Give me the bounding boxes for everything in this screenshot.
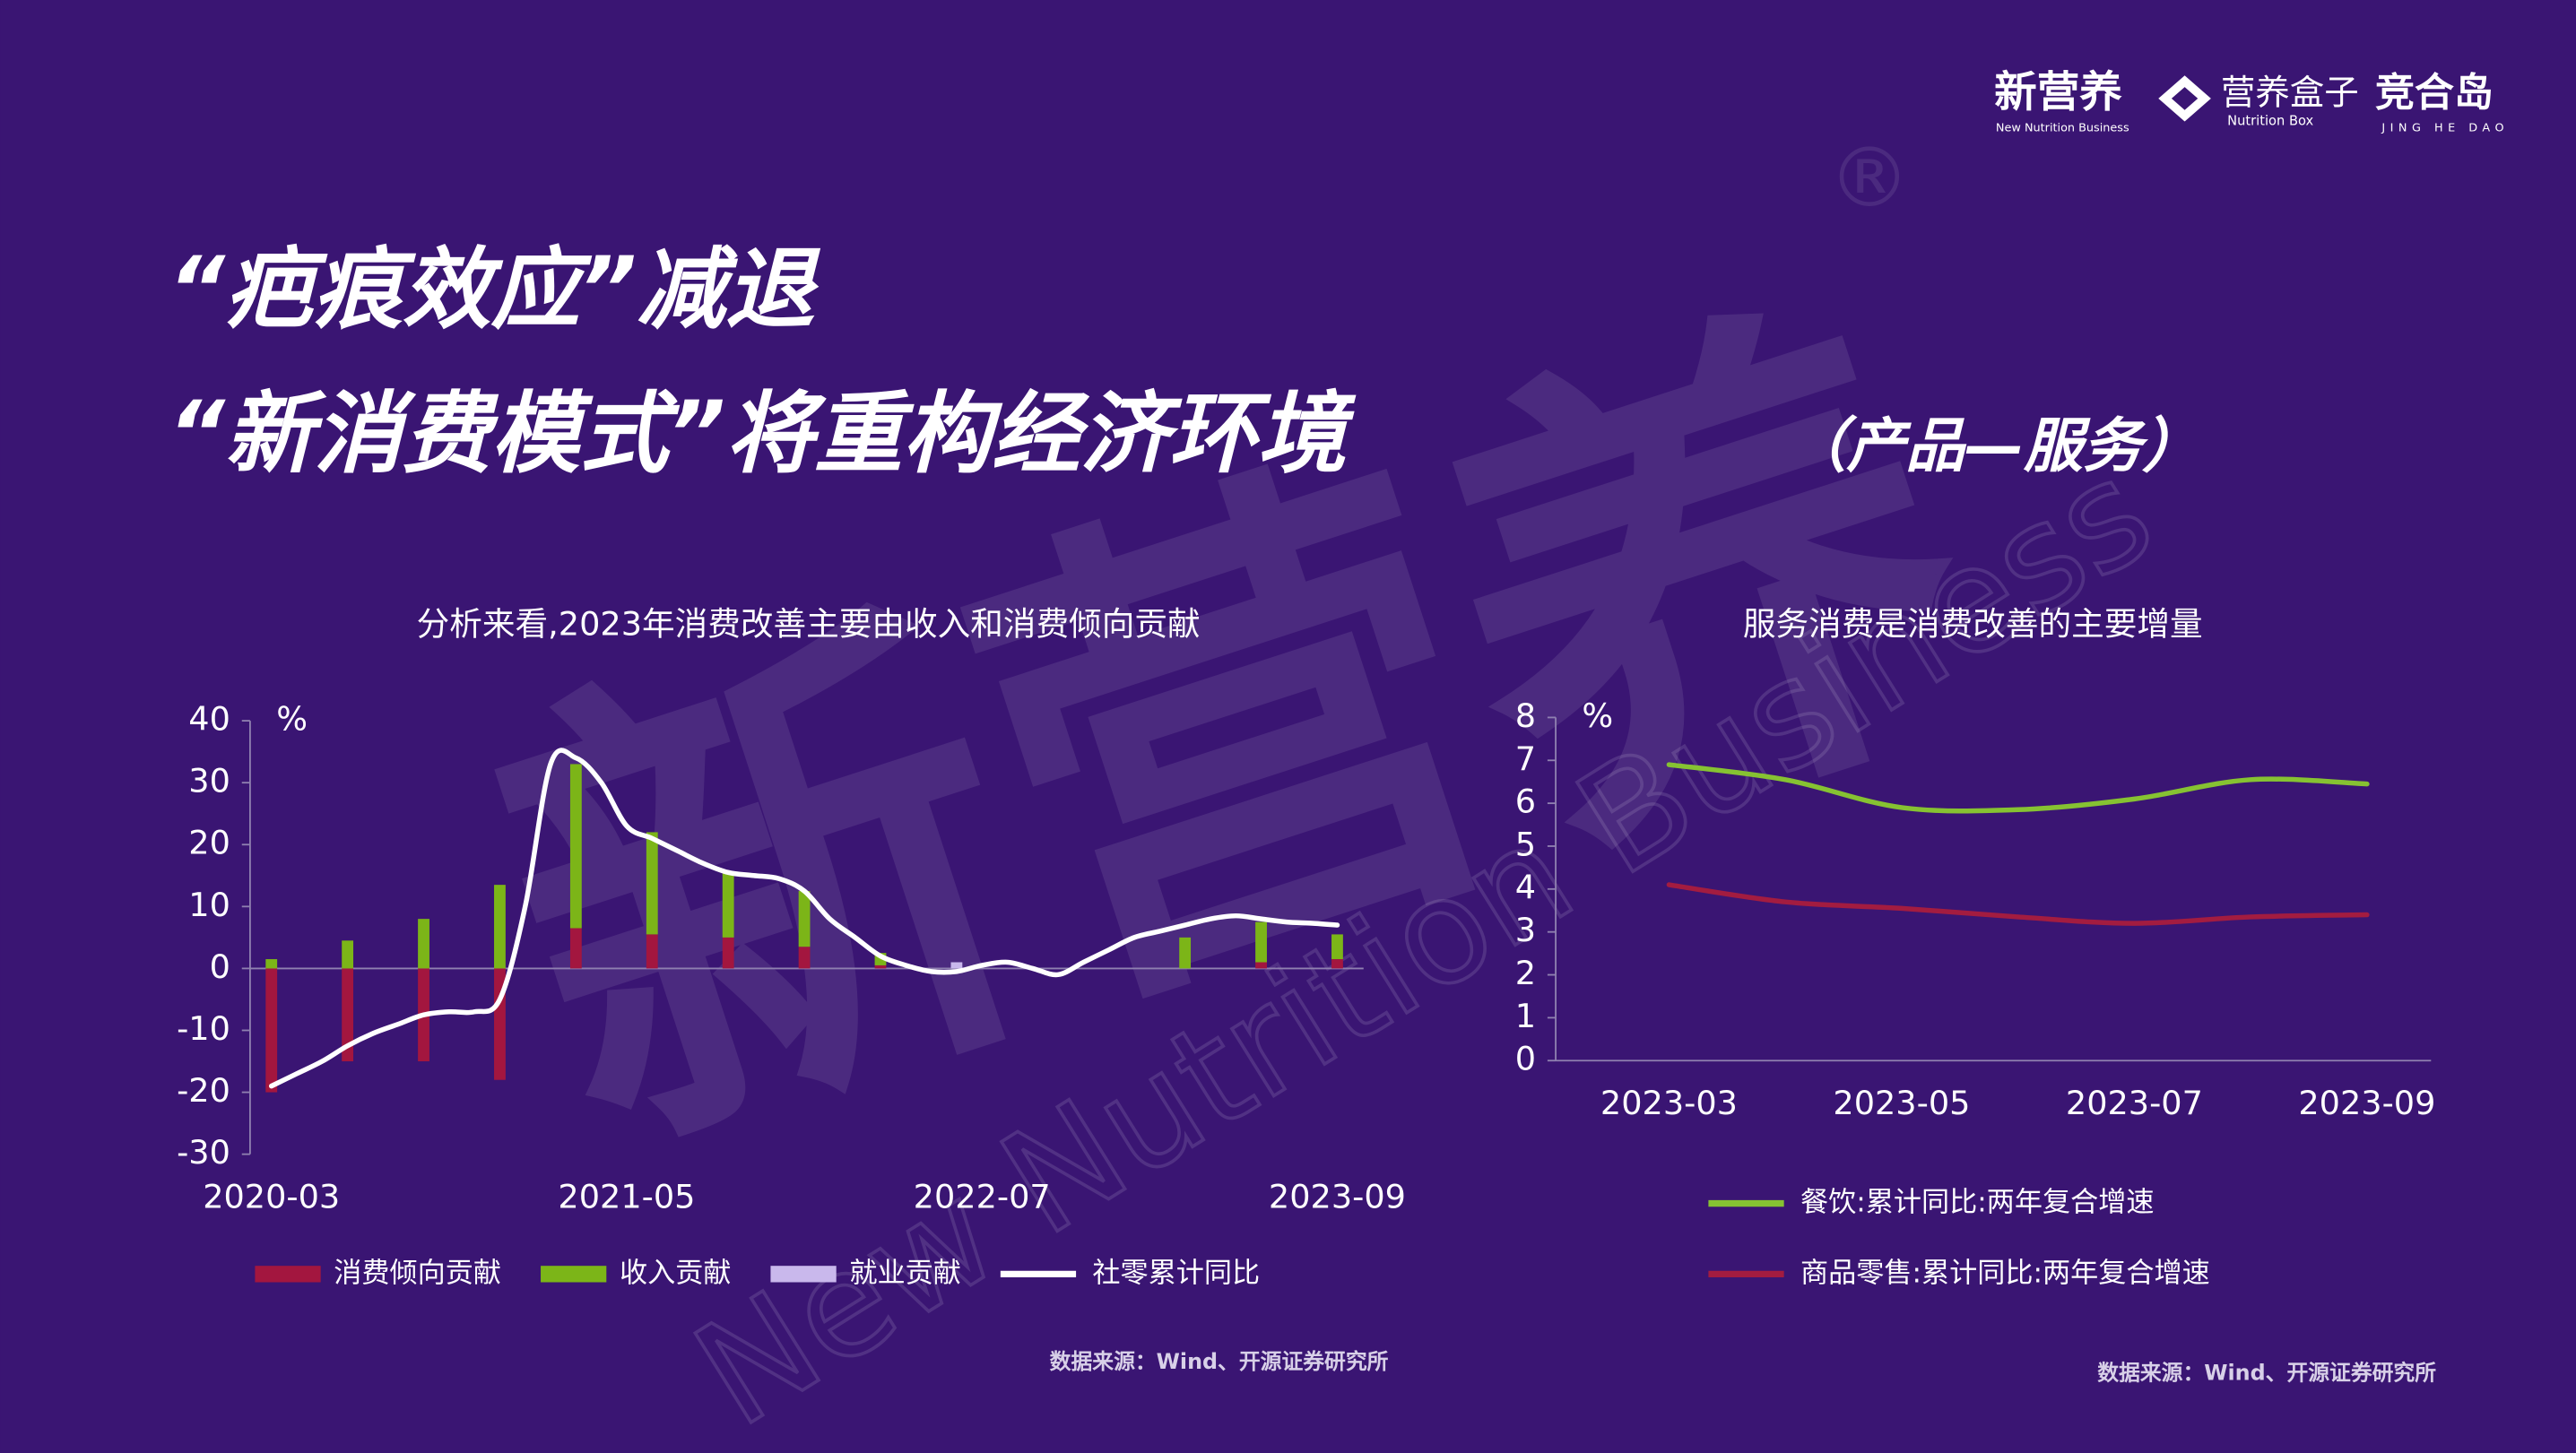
y-tick-label: -20	[177, 1071, 230, 1110]
brand-tagline: JING HE DAO	[2381, 121, 2509, 134]
y-tick-label: -10	[177, 1009, 230, 1048]
bar	[1331, 934, 1343, 960]
bar	[798, 891, 811, 947]
bar	[874, 964, 887, 969]
bar	[569, 764, 582, 929]
brand-name: 竞合岛	[2375, 70, 2494, 116]
legend-swatch	[541, 1266, 607, 1283]
line	[1666, 762, 2370, 814]
legend-label: 消费倾向贡献	[334, 1257, 501, 1289]
y-tick-label: 40	[188, 700, 230, 739]
bar	[342, 940, 354, 969]
x-tick-label: 2023-05	[1833, 1084, 1970, 1122]
brand-logos: 新营养 New Nutrition Business 营养盒子 Nutritio…	[1994, 68, 2509, 134]
y-tick-label: 0	[210, 947, 230, 986]
y-tick-label: 8	[1515, 696, 1536, 735]
x-tick-label: 2023-09	[1269, 1178, 1406, 1216]
y-tick-label: 2	[1515, 954, 1536, 992]
x-tick-label: 2020-03	[203, 1178, 340, 1216]
y-tick-label: 0	[1515, 1040, 1536, 1078]
x-tick-label: 2023-09	[2298, 1084, 2435, 1122]
brand-name: 营养盒子	[2221, 74, 2359, 114]
legend-label: 社零累计同比	[1092, 1257, 1260, 1289]
title-line: “新消费模式”将重构经济环境	[168, 383, 1356, 486]
bar	[1331, 959, 1343, 969]
bar	[646, 832, 658, 935]
bar	[1179, 937, 1192, 969]
bar	[265, 968, 278, 1093]
y-tick-label: 4	[1515, 868, 1536, 906]
source-note: 数据来源：Wind、开源证券研究所	[2097, 1361, 2436, 1386]
x-tick-label: 2023-03	[1600, 1084, 1738, 1122]
brand-icon	[2158, 75, 2211, 122]
chart-title: 服务消费是消费改善的主要增量	[1743, 604, 2203, 643]
title-line: “疤痕效应”减退	[168, 238, 820, 342]
y-tick-label: 1	[1515, 997, 1536, 1035]
legend-label: 商品零售:累计同比:两年复合增速	[1800, 1257, 2210, 1289]
bar	[1255, 921, 1267, 963]
source-note: 数据来源：Wind、开源证券研究所	[1050, 1349, 1389, 1374]
y-tick-label: -30	[177, 1133, 230, 1172]
y-tick-label: 20	[188, 824, 230, 862]
bar	[494, 885, 506, 969]
y-tick-label: 6	[1515, 783, 1536, 821]
line	[1666, 882, 2370, 926]
bar	[950, 962, 963, 969]
brand-tagline: Nutrition Box	[2227, 114, 2313, 129]
axis-unit: %	[276, 700, 308, 739]
bar	[1255, 962, 1267, 969]
brand-name: 新营养	[1994, 68, 2122, 117]
chart-title: 分析来看,2023年消费改善主要由收入和消费倾向贡献	[417, 604, 1201, 643]
legend-label: 餐饮:累计同比:两年复合增速	[1800, 1187, 2154, 1219]
x-tick-label: 2022-07	[914, 1178, 1051, 1216]
brand-tagline: New Nutrition Business	[1996, 121, 2129, 134]
bar	[798, 947, 811, 969]
bar	[569, 928, 582, 969]
axis-unit: %	[1582, 696, 1613, 735]
bar	[342, 968, 354, 1062]
x-tick-label: 2023-07	[2066, 1084, 2203, 1122]
title-note: （产品—服务）	[1787, 411, 2200, 480]
y-tick-label: 10	[188, 886, 230, 924]
bar	[722, 937, 734, 969]
line	[268, 748, 1340, 1089]
x-tick-label: 2021-05	[558, 1178, 695, 1216]
legend-label: 就业贡献	[849, 1257, 961, 1289]
y-tick-label: 30	[188, 762, 230, 800]
watermark-mark: ®	[1828, 130, 1911, 226]
bar	[265, 959, 278, 969]
bar	[722, 872, 734, 938]
y-tick-label: 5	[1515, 825, 1536, 863]
y-tick-label: 7	[1515, 739, 1536, 778]
legend-label: 收入贡献	[620, 1257, 732, 1289]
legend-swatch	[255, 1266, 321, 1283]
legend-swatch	[770, 1266, 837, 1283]
bar	[646, 934, 658, 969]
bar	[418, 919, 429, 969]
y-tick-label: 3	[1515, 911, 1536, 949]
